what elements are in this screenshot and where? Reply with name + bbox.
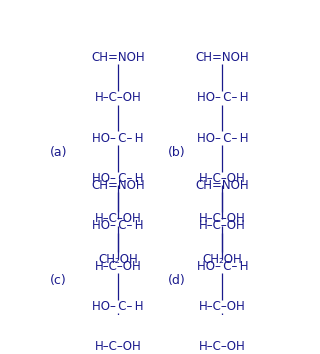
Text: H–C–OH: H–C–OH — [95, 91, 141, 104]
Text: HO– C– H: HO– C– H — [92, 172, 144, 185]
Text: HO– C– H: HO– C– H — [196, 132, 248, 145]
Text: HO– C– H: HO– C– H — [92, 219, 144, 233]
Text: H–C–OH: H–C–OH — [199, 219, 246, 233]
Text: HO– C– H: HO– C– H — [196, 260, 248, 273]
Text: CH=NOH: CH=NOH — [91, 179, 145, 192]
Text: H–C–OH: H–C–OH — [199, 341, 246, 353]
Text: HO– C– H: HO– C– H — [92, 300, 144, 313]
Text: (c): (c) — [50, 274, 67, 287]
Text: H–C–OH: H–C–OH — [199, 212, 246, 225]
Text: H–C–OH: H–C–OH — [199, 300, 246, 313]
Text: CH₂OH: CH₂OH — [98, 253, 138, 266]
Text: CH=NOH: CH=NOH — [196, 179, 249, 192]
Text: CH₂OH: CH₂OH — [203, 253, 242, 266]
Text: HO– C– H: HO– C– H — [196, 91, 248, 104]
Text: HO– C– H: HO– C– H — [92, 132, 144, 145]
Text: CH=NOH: CH=NOH — [91, 51, 145, 64]
Text: (a): (a) — [50, 146, 68, 159]
Text: H–C–OH: H–C–OH — [95, 341, 141, 353]
Text: H–C–OH: H–C–OH — [95, 212, 141, 225]
Text: (d): (d) — [168, 274, 186, 287]
Text: (b): (b) — [168, 146, 185, 159]
Text: H–C–OH: H–C–OH — [95, 260, 141, 273]
Text: H–C–OH: H–C–OH — [199, 172, 246, 185]
Text: CH=NOH: CH=NOH — [196, 51, 249, 64]
